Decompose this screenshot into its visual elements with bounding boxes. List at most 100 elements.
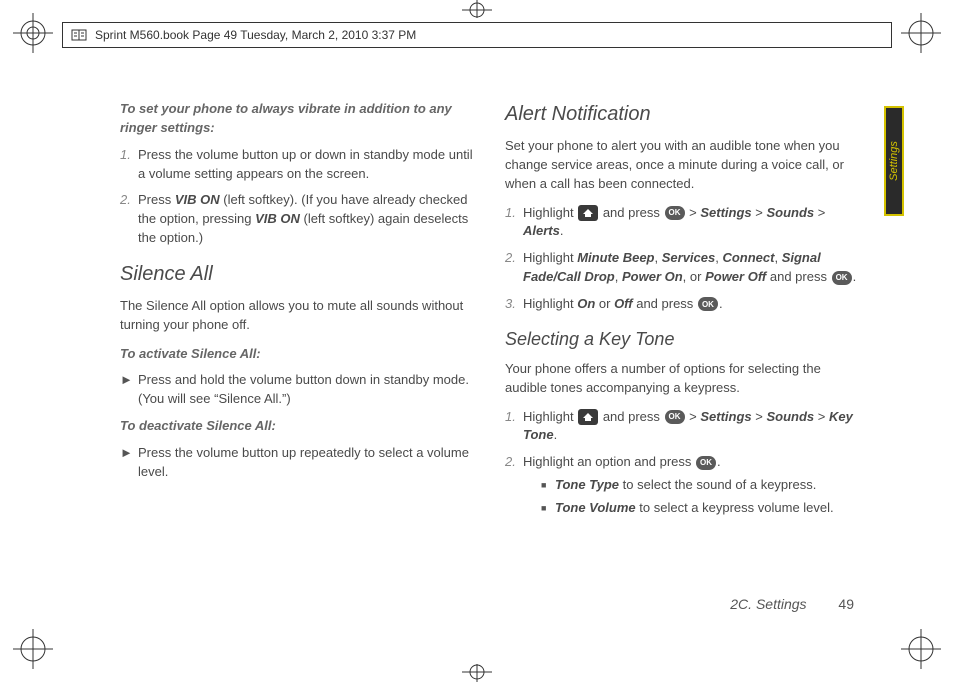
text-fragment: > [686,409,701,424]
crop-mark-top [457,0,497,20]
text-fragment: . [853,269,857,284]
vibrate-step-1: 1. Press the volume button up or down in… [120,146,475,184]
header-text: Sprint M560.book Page 49 Tuesday, March … [95,28,416,42]
keytone-step-2: 2. Highlight an option and press OK. ■ T… [505,453,860,522]
text-fragment: > [752,205,767,220]
triangle-bullet-icon: ► [120,444,138,482]
text-fragment: , [615,269,622,284]
keytone-sub-2: ■ Tone Volume to select a keypress volum… [541,499,860,518]
text-fragment: . [560,223,564,238]
section-tab: Settings [884,106,904,216]
option: On [577,296,595,311]
step-text: Highlight and press OK > Settings > Soun… [523,408,860,446]
crop-mark-tl [8,8,58,58]
home-icon [578,205,598,221]
vibrate-lead: To set your phone to always vibrate in a… [120,100,475,138]
text-fragment: and press [599,409,663,424]
option: Connect [722,250,774,265]
step-text: Highlight On or Off and press OK. [523,295,860,314]
home-icon [578,409,598,425]
heading-key-tone: Selecting a Key Tone [505,326,860,352]
text-fragment: or [595,296,614,311]
step-text: Highlight Minute Beep, Services, Connect… [523,249,860,287]
square-bullet-icon: ■ [541,499,555,518]
text-fragment: > [814,205,825,220]
softkey-label: VIB ON [255,211,300,226]
text-fragment: to select the sound of a keypress. [619,477,816,492]
ok-icon: OK [832,271,852,285]
silence-all-description: The Silence All option allows you to mut… [120,297,475,335]
crop-mark-bl [8,624,58,674]
heading-alert-notification: Alert Notification [505,100,860,129]
crop-mark-bottom [457,662,497,682]
deactivate-lead: To deactivate Silence All: [120,417,475,436]
step-text: Press VIB ON (left softkey). (If you hav… [138,191,475,248]
step-number: 1. [505,204,523,242]
option: Power On [622,269,683,284]
text-fragment: > [814,409,829,424]
step-text: Press and hold the volume button down in… [138,371,475,409]
alert-step-1: 1. Highlight and press OK > Settings > S… [505,204,860,242]
step-number: 3. [505,295,523,314]
text-fragment: , [774,250,781,265]
text-fragment: , [655,250,662,265]
option: Services [662,250,716,265]
section-tab-label: Settings [888,141,900,181]
step-number: 1. [505,408,523,446]
text-fragment: > [752,409,767,424]
activate-step: ► Press and hold the volume button down … [120,371,475,409]
text-fragment: Highlight [523,250,577,265]
keytone-step-1: 1. Highlight and press OK > Settings > S… [505,408,860,446]
ok-icon: OK [698,297,718,311]
text-fragment: Highlight an option and press [523,454,695,469]
vibrate-step-2: 2. Press VIB ON (left softkey). (If you … [120,191,475,248]
step-number: 2. [505,249,523,287]
ok-icon: OK [665,206,685,220]
step-text: Highlight and press OK > Settings > Soun… [523,204,860,242]
text-fragment: > [686,205,701,220]
text-fragment: and press [633,296,697,311]
keytone-description: Your phone offers a number of options fo… [505,360,860,398]
crop-mark-tr [896,8,946,58]
step-text: Press the volume button up or down in st… [138,146,475,184]
step-number: 2. [505,453,523,522]
triangle-bullet-icon: ► [120,371,138,409]
text-fragment: Highlight [523,205,577,220]
alert-step-3: 3. Highlight On or Off and press OK. [505,295,860,314]
square-bullet-icon: ■ [541,476,555,495]
text-fragment: and press [599,205,663,220]
alert-description: Set your phone to alert you with an audi… [505,137,860,194]
menu-path: Sounds [766,409,814,424]
activate-lead: To activate Silence All: [120,345,475,364]
text-fragment: , or [683,269,705,284]
right-column: Alert Notification Set your phone to ale… [505,100,860,534]
option: Tone Volume [555,500,636,515]
footer-page-number: 49 [838,596,854,612]
heading-silence-all: Silence All [120,260,475,289]
menu-path: Sounds [766,205,814,220]
page-content: To set your phone to always vibrate in a… [120,100,870,600]
left-column: To set your phone to always vibrate in a… [120,100,475,534]
option: Tone Type [555,477,619,492]
keytone-sub-1: ■ Tone Type to select the sound of a key… [541,476,860,495]
option: Minute Beep [577,250,654,265]
framemaker-header: Sprint M560.book Page 49 Tuesday, March … [62,22,892,48]
alert-step-2: 2. Highlight Minute Beep, Services, Conn… [505,249,860,287]
deactivate-step: ► Press the volume button up repeatedly … [120,444,475,482]
text-fragment: . [554,427,558,442]
step-text: Press the volume button up repeatedly to… [138,444,475,482]
sub-text: Tone Type to select the sound of a keypr… [555,476,816,495]
menu-path: Settings [700,205,751,220]
text-fragment: to select a keypress volume level. [636,500,834,515]
book-icon [71,27,87,43]
text-fragment: and press [766,269,830,284]
ok-icon: OK [696,456,716,470]
softkey-label: VIB ON [175,192,220,207]
menu-path: Settings [700,409,751,424]
option: Off [614,296,633,311]
text-fragment: Press [138,192,175,207]
text-fragment: Highlight [523,409,577,424]
step-number: 2. [120,191,138,248]
step-text: Highlight an option and press OK. ■ Tone… [523,453,860,522]
ok-icon: OK [665,410,685,424]
